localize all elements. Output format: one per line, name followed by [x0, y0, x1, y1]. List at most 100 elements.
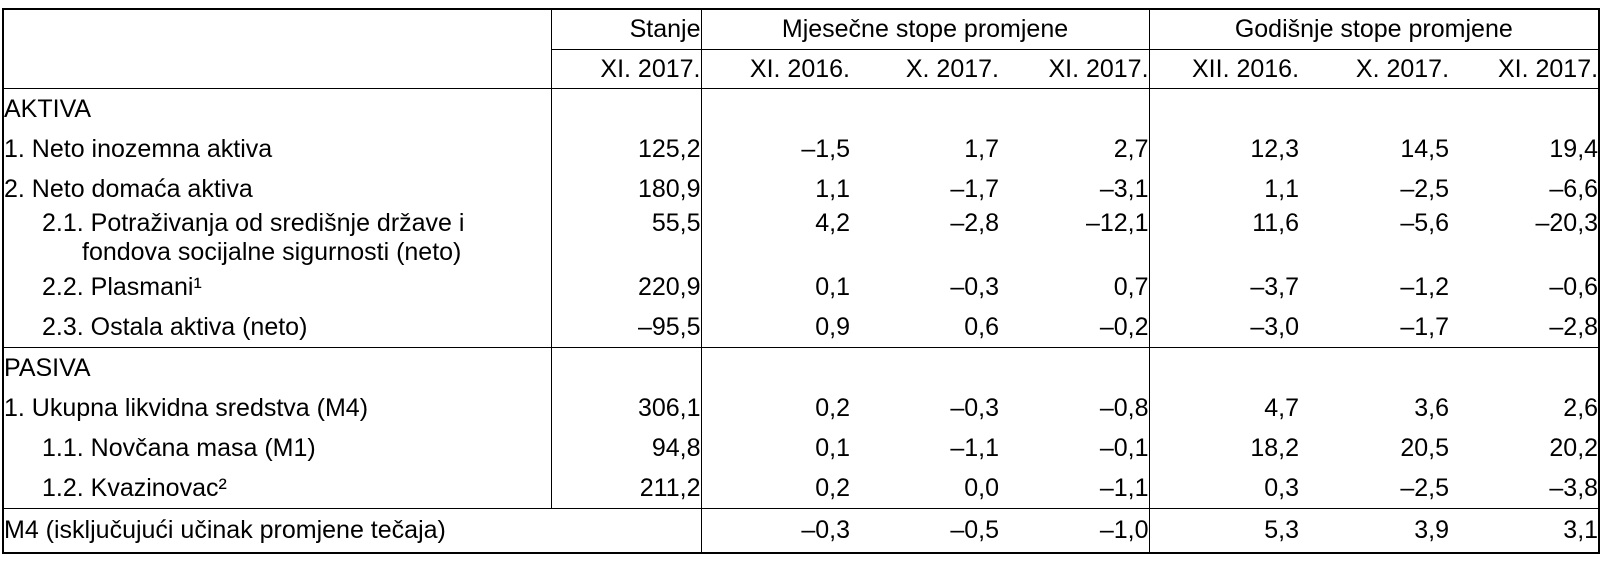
- cell-value: –0,5: [950, 516, 999, 544]
- cell-value: [701, 89, 850, 130]
- monetary-aggregates-table: Stanje Mjesečne stope promjene Godišnje …: [2, 8, 1600, 554]
- cell-value: –0,1: [999, 428, 1150, 468]
- row-label: AKTIVA: [3, 88, 552, 129]
- cell-value: 0,2: [815, 394, 850, 422]
- cell-value: –6,6: [1549, 175, 1599, 203]
- cell-value: [850, 348, 999, 389]
- row-aktiva-section: AKTIVA: [3, 88, 1599, 130]
- cell-value: –0,3: [801, 516, 850, 544]
- row-plasmani: 2.2. Plasmani¹ 220,9 0,1 –0,3 0,7 –3,7 –…: [3, 267, 1599, 307]
- header-empty-corner: [3, 9, 552, 89]
- row-pasiva-section: PASIVA: [3, 347, 1599, 389]
- cell-value: –0,2: [999, 307, 1150, 348]
- cell-value: 0,3: [1149, 468, 1300, 509]
- cell-value: –1,7: [950, 175, 999, 203]
- header-monthly-period-2: X. 2017.: [850, 49, 999, 89]
- cell-value: 55,5: [551, 209, 702, 267]
- cell-value: 0,7: [999, 267, 1150, 307]
- cell-value: [999, 347, 1150, 388]
- cell-value: 18,2: [1250, 434, 1300, 462]
- row-m4-excl-exchange-rate: M4 (isključujući učinak promjene tečaja)…: [3, 508, 1599, 553]
- cell-value: –95,5: [551, 307, 702, 348]
- header-stanje: Stanje: [551, 9, 702, 50]
- cell-value: –3,8: [1449, 468, 1600, 509]
- row-neto-inozemna-aktiva: 1. Neto inozemna aktiva 125,2 –1,5 1,7 2…: [3, 129, 1599, 169]
- cell-value: [551, 88, 702, 129]
- row-ostala-aktiva: 2.3. Ostala aktiva (neto) –95,5 0,9 0,6 …: [3, 307, 1600, 348]
- cell-value: 306,1: [551, 388, 702, 428]
- cell-value: –5,6: [1400, 209, 1450, 237]
- header-annual-group: Godišnje stope promjene: [1149, 9, 1600, 50]
- cell-value: 1,1: [815, 175, 850, 203]
- cell-value: 20,5: [1400, 434, 1450, 462]
- cell-value: 180,9: [551, 169, 702, 209]
- cell-value: 12,3: [1250, 135, 1300, 163]
- cell-value: [1299, 89, 1449, 130]
- header-stanje-period: XI. 2017.: [551, 49, 702, 89]
- header-annual-period-2: X. 2017.: [1299, 49, 1450, 89]
- header-row-periods: XI. 2017. XI. 2016. X. 2017. XI. 2017. X…: [3, 49, 1600, 89]
- cell-value: –3,1: [999, 169, 1150, 209]
- cell-value: 3,9: [1414, 516, 1450, 544]
- cell-value: –2,8: [950, 209, 999, 237]
- cell-value: 4,2: [815, 209, 850, 237]
- cell-value: –2,5: [1299, 468, 1450, 509]
- cell-value: –1,1: [999, 468, 1150, 509]
- cell-value: 1,7: [964, 135, 999, 163]
- cell-value: –1,2: [1400, 273, 1450, 301]
- header-row-groups: Stanje Mjesečne stope promjene Godišnje …: [3, 9, 1600, 89]
- cell-value: 19,4: [1549, 135, 1599, 163]
- cell-value: –0,3: [950, 273, 999, 301]
- header-annual-period-3: XI. 2017.: [1449, 49, 1600, 89]
- cell-value: [850, 89, 999, 130]
- cell-value: –2,8: [1449, 307, 1600, 348]
- cell-value: –1,1: [950, 434, 999, 462]
- cell-value: 211,2: [551, 468, 702, 509]
- row-label: 2.3. Ostala aktiva (neto): [3, 307, 552, 348]
- cell-value: –1,7: [1299, 307, 1450, 348]
- cell-value: [1299, 348, 1449, 389]
- row-label: 1. Ukupna likvidna sredstva (M4): [3, 388, 552, 428]
- cell-value: [551, 347, 702, 388]
- row-label-text: 2.1. Potraživanja od središnje države i …: [42, 209, 465, 266]
- cell-value: 0,1: [815, 273, 850, 301]
- cell-value: [1449, 348, 1599, 389]
- cell-value: 2,6: [1563, 394, 1599, 422]
- header-monthly-group: Mjesečne stope promjene: [701, 9, 1150, 50]
- cell-value: –3,0: [1149, 307, 1300, 348]
- cell-value: –0,8: [999, 388, 1150, 428]
- cell-value: [701, 348, 850, 389]
- cell-value: 5,3: [1264, 516, 1300, 544]
- row-label: 1. Neto inozemna aktiva: [3, 129, 552, 169]
- cell-value: –0,6: [1549, 273, 1599, 301]
- cell-value: 0,2: [701, 468, 850, 509]
- row-label: 2.2. Plasmani¹: [3, 267, 552, 307]
- cell-value: [1149, 348, 1299, 389]
- cell-value: 14,5: [1400, 135, 1450, 163]
- cell-value: 0,1: [815, 434, 850, 462]
- cell-value: [1149, 89, 1299, 130]
- cell-value: –3,7: [1250, 273, 1300, 301]
- header-annual-period-1: XII. 2016.: [1149, 49, 1300, 89]
- cell-value: –2,5: [1400, 175, 1450, 203]
- cell-value: 0,0: [850, 468, 999, 509]
- header-monthly-period-1: XI. 2016.: [701, 49, 850, 89]
- row-potrazivanja-od-drzave: 2.1. Potraživanja od središnje države i …: [3, 209, 1599, 267]
- cell-value: –20,3: [1535, 209, 1599, 237]
- row-label: PASIVA: [3, 347, 552, 388]
- cell-value: 125,2: [551, 129, 702, 169]
- cell-value: –12,1: [999, 209, 1150, 267]
- row-label: 2.1. Potraživanja od središnje države i …: [3, 209, 552, 267]
- row-ukupna-likvidna-sredstva: 1. Ukupna likvidna sredstva (M4) 306,1 0…: [3, 388, 1599, 428]
- row-label: 2. Neto domaća aktiva: [3, 169, 552, 209]
- row-novcana-masa: 1.1. Novčana masa (M1) 94,8 0,1 –1,1 –0,…: [3, 428, 1599, 468]
- cell-value: [1449, 89, 1599, 130]
- cell-value: 20,2: [1549, 434, 1599, 462]
- cell-value: [999, 88, 1150, 129]
- cell-value: –1,5: [801, 135, 850, 163]
- cell-value: 0,6: [850, 307, 999, 348]
- cell-value: 4,7: [1264, 394, 1300, 422]
- cell-value: 2,7: [999, 129, 1150, 169]
- cell-value: 3,1: [1563, 516, 1599, 544]
